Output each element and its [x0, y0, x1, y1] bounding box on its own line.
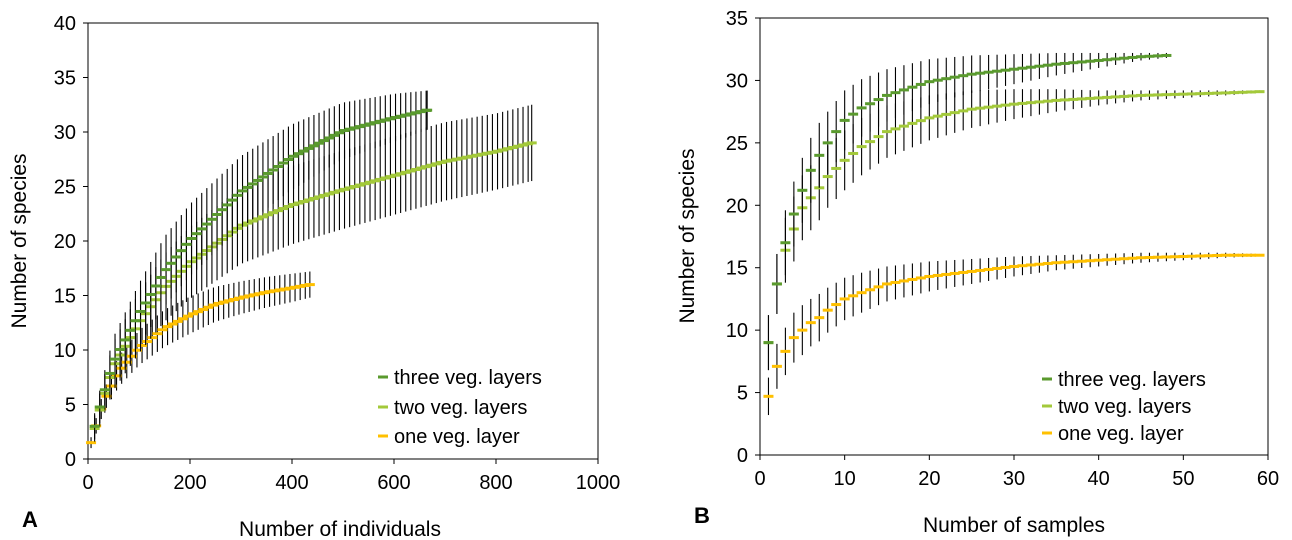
x-axis-label: Number of samples [923, 514, 1105, 537]
legend-label: two veg. layers [394, 397, 527, 419]
y-tick-label: 25 [54, 177, 76, 199]
x-tick-label: 400 [275, 472, 308, 494]
series-three-veg-layers [763, 52, 1172, 371]
y-tick-label: 10 [54, 340, 76, 362]
y-tick-label: 35 [726, 8, 748, 30]
y-tick-label: 5 [65, 395, 76, 417]
x-tick-label: 600 [377, 472, 410, 494]
legend-label: three veg. layers [1058, 369, 1206, 391]
legend-label: one veg. layer [1058, 423, 1184, 445]
y-tick-label: 20 [54, 231, 76, 253]
y-tick-label: 0 [65, 449, 76, 471]
series-three-veg-layers [89, 90, 433, 440]
y-tick-label: 0 [737, 445, 748, 467]
y-tick-label: 25 [726, 133, 748, 155]
x-tick-label: 0 [754, 468, 765, 490]
x-tick-label: 30 [1003, 468, 1025, 490]
y-tick-label: 20 [726, 195, 748, 217]
series-one-veg-layer [763, 252, 1265, 416]
x-tick-label: 800 [479, 472, 512, 494]
y-tick-label: 35 [54, 68, 76, 90]
legend: three veg. layers two veg. layers one veg.… [378, 367, 542, 448]
y-tick-label: 5 [737, 383, 748, 405]
x-tick-label: 10 [834, 468, 856, 490]
x-tick-label: 50 [1172, 468, 1194, 490]
y-axis-label: Number of species [8, 153, 31, 328]
x-tick-label: 200 [173, 472, 206, 494]
y-tick-label: 10 [726, 320, 748, 342]
series-two-veg-layers [89, 104, 537, 442]
x-tick-label: 0 [82, 472, 93, 494]
y-tick-label: 30 [726, 70, 748, 92]
panel-letter: A [22, 507, 38, 532]
y-tick-label: 15 [54, 286, 76, 308]
y-axis-label: Number of species [676, 148, 699, 323]
legend: three veg. layers two veg. layers one veg.… [1042, 369, 1206, 445]
y-tick-label: 40 [54, 13, 76, 35]
y-tick-label: 30 [54, 122, 76, 144]
legend-label: one veg. layer [394, 426, 520, 448]
y-tick-label: 15 [726, 258, 748, 280]
chart-panel-a: 0 200 400 600 800 1000 0 5 10 15 20 25 30 35 40 Number … [8, 13, 620, 540]
chart-panel-b: 0 10 20 30 40 50 60 0 5 10 15 20 25 30 35 Number of sam… [676, 8, 1279, 537]
x-axis-label: Number of individuals [239, 518, 441, 540]
x-tick-label: 60 [1257, 468, 1279, 490]
legend-label: two veg. layers [1058, 396, 1191, 418]
plot-frame [87, 22, 599, 460]
x-tick-label: 20 [918, 468, 940, 490]
panel-letter: B [694, 503, 710, 528]
legend-label: three veg. layers [394, 367, 542, 389]
x-tick-label: 40 [1088, 468, 1110, 490]
x-tick-label: 1000 [576, 472, 621, 494]
